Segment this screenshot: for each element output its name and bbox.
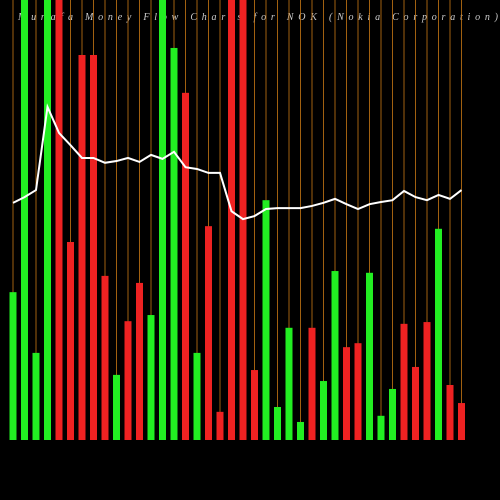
bar — [113, 374, 120, 440]
bar — [366, 272, 373, 440]
bar — [343, 347, 350, 440]
bar — [458, 403, 465, 440]
bar — [136, 282, 143, 440]
bar — [228, 0, 235, 440]
bar — [67, 242, 74, 440]
bar — [9, 292, 17, 440]
bar — [412, 366, 419, 440]
bar — [32, 352, 40, 440]
bar — [285, 327, 293, 440]
bar — [216, 411, 224, 440]
bar — [55, 0, 63, 440]
bar — [78, 55, 86, 440]
bar — [308, 327, 316, 440]
bar — [274, 407, 281, 440]
bar — [205, 226, 212, 440]
bar — [435, 228, 442, 440]
bar — [193, 352, 201, 440]
bar — [400, 323, 408, 440]
bar — [44, 0, 51, 440]
bar — [251, 370, 258, 440]
bar — [262, 200, 270, 440]
flow-line — [12, 103, 463, 221]
bar — [446, 385, 454, 440]
bar — [182, 92, 189, 440]
bar — [354, 343, 362, 440]
bar — [21, 0, 28, 440]
bar — [124, 321, 132, 440]
bar — [90, 55, 97, 440]
bar — [377, 415, 385, 440]
bar — [101, 275, 109, 440]
bar — [170, 47, 178, 441]
bar — [147, 315, 155, 440]
bar — [320, 381, 327, 440]
bar — [423, 322, 431, 440]
chart-title: Munafa Money Flow Charts for NOK (Nokia … — [17, 12, 499, 23]
bar — [159, 0, 166, 440]
bar — [331, 271, 339, 440]
bar — [297, 421, 304, 440]
bar — [389, 388, 396, 440]
